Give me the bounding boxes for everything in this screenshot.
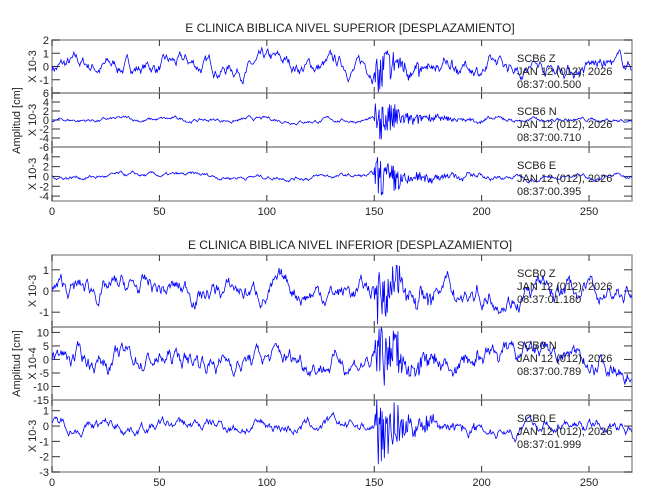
y-tick-label: 2 xyxy=(43,106,49,118)
x-tick-label: 150 xyxy=(365,477,383,489)
x-tick-label: 0 xyxy=(49,477,55,489)
station-label: SCB0 N xyxy=(517,340,557,352)
waveform-SCB0-E xyxy=(51,399,633,465)
y-tick-label: 4 xyxy=(43,152,49,164)
time-label: 08:37:00.395 xyxy=(517,186,581,198)
time-label: 08:37:01.180 xyxy=(517,294,581,306)
y-tick-label: -4 xyxy=(39,133,49,145)
y-tick-label: 10 xyxy=(37,327,49,339)
time-label: 08:37:00.789 xyxy=(517,366,581,378)
y-tick-label: 2 xyxy=(43,35,49,47)
time-label: 08:37:01.999 xyxy=(517,439,581,451)
date-label: JAN 12 (012), 2026 xyxy=(517,281,612,293)
y-tick-label: -2 xyxy=(39,124,49,136)
y-tick-label: -1 xyxy=(39,307,49,319)
y-tick-label: -3 xyxy=(39,467,49,479)
y-tick-label: -15 xyxy=(33,395,49,407)
x-tick-label: 0 xyxy=(49,206,55,218)
station-label: SCB6 E xyxy=(517,160,556,172)
y-tick-label: -5 xyxy=(39,368,49,380)
y-tick-label: -2 xyxy=(39,452,49,464)
waveform-SCB6-Z xyxy=(51,46,632,94)
x-tick-label: 250 xyxy=(580,477,598,489)
date-label: JAN 12 (012), 2026 xyxy=(517,66,612,78)
y-tick-label: -1 xyxy=(39,75,49,87)
station-label: SCB0 Z xyxy=(517,268,556,280)
x-tick-label: 100 xyxy=(258,206,276,218)
y-tick-label: 6 xyxy=(43,88,49,100)
y-scale-label: X 10-3 xyxy=(27,50,39,82)
x-tick-label: 50 xyxy=(153,206,165,218)
y-axis-label: Amplitud [cm] xyxy=(11,330,23,397)
y-tick-label: -4 xyxy=(39,191,49,203)
y-scale-label: X 10-3 xyxy=(27,275,39,307)
station-label: SCB0 E xyxy=(517,413,556,425)
y-axis-label: Amplitud [cm] xyxy=(11,87,23,154)
y-tick-label: 0 xyxy=(43,115,49,127)
y-tick-label: 1 xyxy=(43,265,49,277)
y-tick-label: 0 xyxy=(43,171,49,183)
y-tick-label: 0 xyxy=(43,286,49,298)
y-tick-label: -6 xyxy=(39,142,49,154)
panel-frame xyxy=(51,399,633,473)
waveform-SCB6-E xyxy=(51,156,633,196)
x-tick-label: 250 xyxy=(580,206,598,218)
y-tick-label: 5 xyxy=(43,341,49,353)
panel-frame xyxy=(51,146,633,202)
date-label: JAN 12 (012), 2026 xyxy=(517,173,612,185)
y-tick-label: 0 xyxy=(43,354,49,366)
y-tick-label: 0 xyxy=(43,62,49,74)
station-label: SCB6 N xyxy=(517,106,557,118)
y-scale-label: X 10-3 xyxy=(27,104,39,136)
y-tick-label: 1 xyxy=(43,406,49,418)
x-tick-label: 200 xyxy=(472,477,490,489)
x-tick-label: 150 xyxy=(365,206,383,218)
y-tick-label: -1 xyxy=(39,436,49,448)
y-tick-label: -10 xyxy=(33,381,49,393)
waveform-SCB6-N xyxy=(51,103,633,140)
y-tick-label: -2 xyxy=(39,181,49,193)
y-scale-label: X 10-4 xyxy=(27,347,39,379)
chart-title: E CLINICA BIBLICA NIVEL SUPERIOR [DESPLA… xyxy=(185,21,514,35)
time-label: 08:37:00.710 xyxy=(517,132,581,144)
waveform-SCB0-Z xyxy=(51,265,633,325)
x-tick-label: 100 xyxy=(258,477,276,489)
waveform-SCB0-N xyxy=(51,326,633,386)
y-tick-label: 0 xyxy=(43,421,49,433)
station-label: SCB6 Z xyxy=(517,53,556,65)
date-label: JAN 12 (012), 2026 xyxy=(517,353,612,365)
x-tick-label: 200 xyxy=(472,206,490,218)
y-tick-label: 2 xyxy=(43,162,49,174)
date-label: JAN 12 (012), 2026 xyxy=(517,119,612,131)
x-tick-label: 50 xyxy=(153,477,165,489)
y-scale-label: X 10-3 xyxy=(27,420,39,452)
y-tick-label: 1 xyxy=(43,48,49,60)
y-scale-label: X 10-3 xyxy=(27,158,39,190)
y-tick-label: 4 xyxy=(43,97,49,109)
chart-title: E CLINICA BIBLICA NIVEL INFERIOR [DESPLA… xyxy=(188,238,512,252)
time-label: 08:37:00.500 xyxy=(517,79,581,91)
date-label: JAN 12 (012), 2026 xyxy=(517,426,612,438)
